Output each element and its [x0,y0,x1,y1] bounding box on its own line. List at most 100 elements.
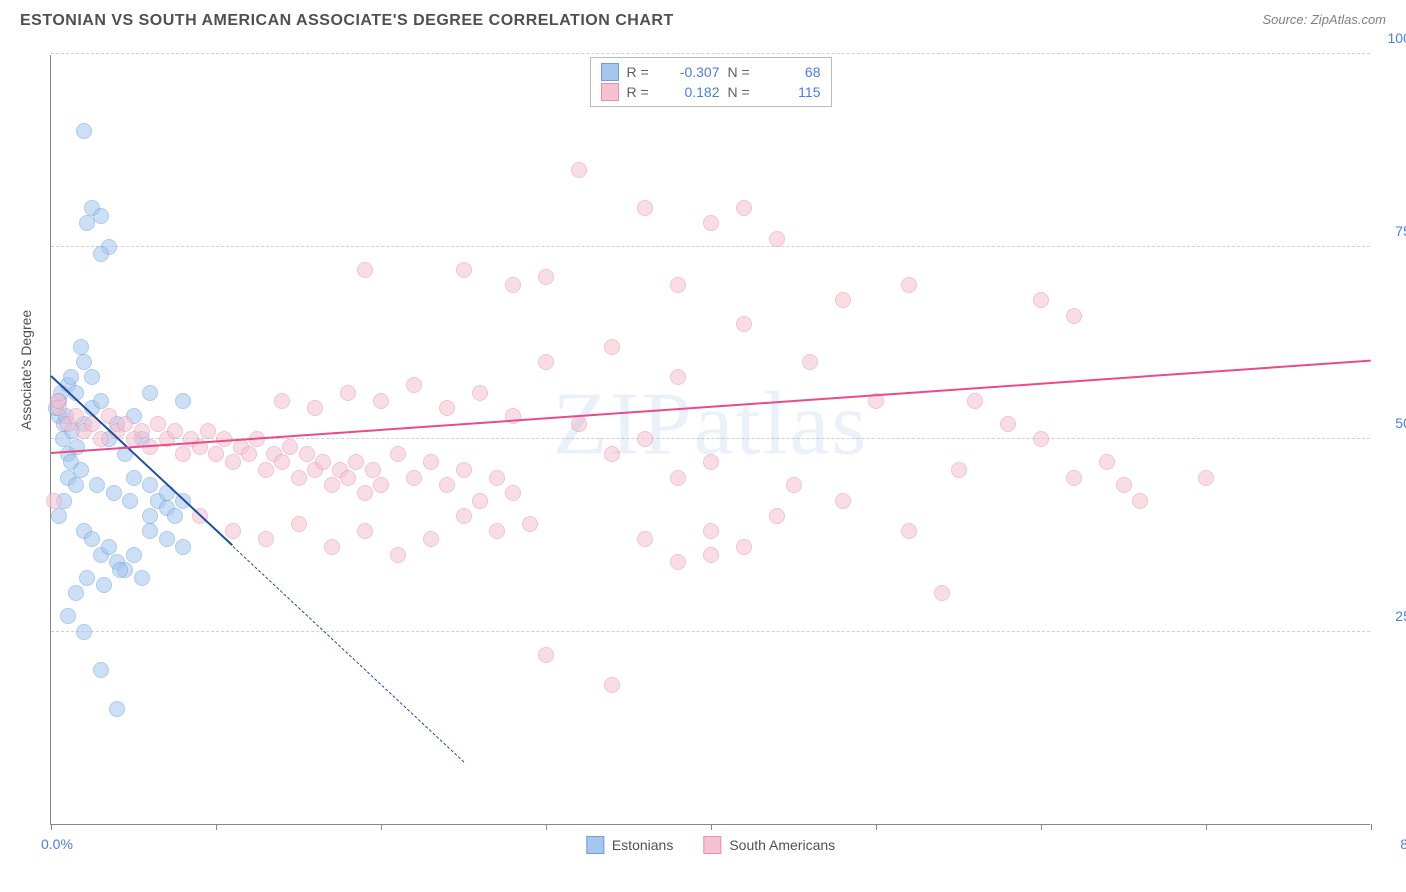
data-point [159,531,175,547]
data-point [76,123,92,139]
data-point [538,354,554,370]
stats-row-south-americans: R = 0.182 N = 115 [601,82,821,102]
data-point [571,416,587,432]
data-point [604,677,620,693]
data-point [835,493,851,509]
data-point [670,369,686,385]
data-point [109,701,125,717]
data-point [315,454,331,470]
data-point [274,454,290,470]
data-point [472,493,488,509]
data-point [604,339,620,355]
data-point [167,508,183,524]
legend-item-estonians: Estonians [586,836,673,854]
data-point [1132,493,1148,509]
data-point [348,454,364,470]
data-point [79,570,95,586]
data-point [373,393,389,409]
data-point [134,570,150,586]
data-point [406,377,422,393]
data-point [258,462,274,478]
trend-line-extrapolated [232,546,464,762]
data-point [786,477,802,493]
data-point [51,508,67,524]
data-point [324,477,340,493]
data-point [1099,454,1115,470]
data-point [1033,431,1049,447]
data-point [122,493,138,509]
data-point [340,470,356,486]
n-label: N = [728,64,758,80]
data-point [112,562,128,578]
chart-title: ESTONIAN VS SOUTH AMERICAN ASSOCIATE'S D… [20,12,674,30]
data-point [637,200,653,216]
data-point [439,400,455,416]
data-point [522,516,538,532]
data-point [299,446,315,462]
data-point [150,416,166,432]
data-point [134,423,150,439]
data-point [670,277,686,293]
data-point [390,446,406,462]
n-label: N = [728,84,758,100]
data-point [101,539,117,555]
data-point [68,477,84,493]
swatch-pink-icon [703,836,721,854]
data-point [736,200,752,216]
data-point [68,585,84,601]
data-point [769,508,785,524]
data-point [324,539,340,555]
data-point [175,393,191,409]
data-point [703,454,719,470]
data-point [50,393,66,409]
data-point [967,393,983,409]
swatch-blue-icon [601,63,619,81]
data-point [106,485,122,501]
data-point [769,231,785,247]
stats-legend-box: R = -0.307 N = 68 R = 0.182 N = 115 [590,57,832,107]
data-point [456,462,472,478]
data-point [46,493,62,509]
x-min-label: 0.0% [41,836,73,852]
data-point [571,162,587,178]
data-point [340,385,356,401]
data-point [802,354,818,370]
data-point [456,508,472,524]
data-point [79,215,95,231]
x-tick [51,824,52,830]
n-value-south-americans: 115 [766,84,821,100]
data-point [258,531,274,547]
data-point [1066,470,1082,486]
data-point [406,470,422,486]
x-tick [711,824,712,830]
data-point [93,393,109,409]
x-tick [546,824,547,830]
data-point [1066,308,1082,324]
data-point [390,547,406,563]
data-point [736,539,752,555]
data-point [951,462,967,478]
data-point [76,354,92,370]
data-point [505,485,521,501]
data-point [489,523,505,539]
gridline [51,53,1370,54]
data-point [126,470,142,486]
data-point [505,277,521,293]
data-point [1198,470,1214,486]
data-point [274,393,290,409]
data-point [208,446,224,462]
r-value-south-americans: 0.182 [665,84,720,100]
y-tick-label: 50.0% [1395,415,1406,431]
data-point [703,547,719,563]
swatch-blue-icon [586,836,604,854]
swatch-pink-icon [601,83,619,101]
r-label: R = [627,84,657,100]
data-point [93,431,109,447]
r-label: R = [627,64,657,80]
y-tick-label: 75.0% [1395,223,1406,239]
data-point [142,508,158,524]
data-point [63,369,79,385]
data-point [73,339,89,355]
x-tick [216,824,217,830]
data-point [538,269,554,285]
